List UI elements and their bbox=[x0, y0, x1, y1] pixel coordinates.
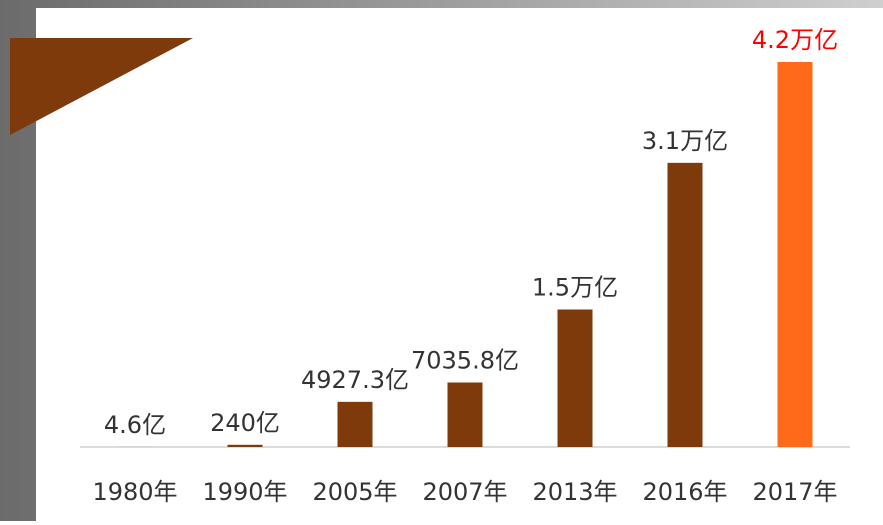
x-tick-label: 2016年 bbox=[642, 478, 727, 506]
data-label: 240亿 bbox=[210, 409, 280, 437]
data-label: 4.2万亿 bbox=[752, 26, 838, 54]
x-tick-label: 1990年 bbox=[202, 478, 287, 506]
x-tick-label: 2013年 bbox=[532, 478, 617, 506]
data-label: 1.5万亿 bbox=[532, 274, 618, 302]
data-label: 4927.3亿 bbox=[301, 366, 409, 394]
data-label: 3.1万亿 bbox=[642, 127, 728, 155]
bar bbox=[668, 163, 703, 447]
data-label: 7035.8亿 bbox=[411, 347, 519, 375]
x-tick-label: 2007年 bbox=[422, 478, 507, 506]
bar bbox=[338, 402, 373, 447]
data-label: 4.6亿 bbox=[104, 411, 166, 439]
x-tick-label: 1980年 bbox=[92, 478, 177, 506]
bar bbox=[558, 310, 593, 448]
bar bbox=[228, 445, 263, 447]
bar bbox=[778, 62, 813, 447]
x-tick-label: 2017年 bbox=[752, 478, 837, 506]
x-tick-label: 2005年 bbox=[312, 478, 397, 506]
bar bbox=[448, 383, 483, 447]
